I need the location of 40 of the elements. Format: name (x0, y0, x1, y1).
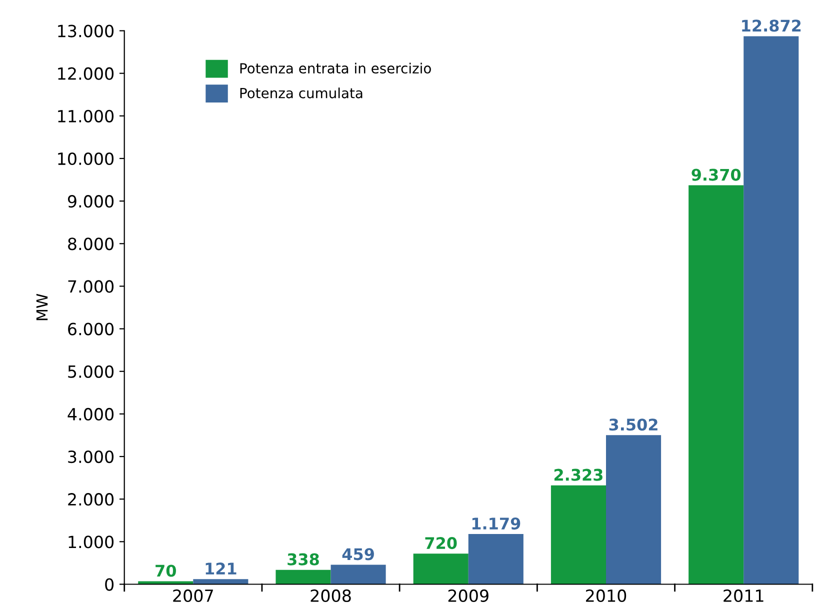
x-tick-label: 2007 (173, 589, 213, 602)
bar (688, 185, 744, 584)
data-label: 3.502 (609, 418, 658, 431)
data-label: 338 (288, 553, 319, 566)
bar (413, 554, 468, 584)
data-label: 121 (206, 562, 236, 574)
bar (468, 534, 524, 584)
x-tick-label: 2010 (586, 589, 626, 602)
x-tick-label: 2008 (310, 589, 351, 602)
bar (606, 435, 662, 584)
y-tick-label: 13.000 (58, 24, 114, 38)
y-tick-label: 2.000 (68, 493, 114, 506)
y-tick-label: 7.000 (68, 280, 114, 293)
bar (276, 570, 331, 584)
y-tick-label: 8.000 (68, 238, 114, 250)
legend-label: Potenza cumulata (240, 88, 362, 98)
data-label: 12.872 (742, 20, 801, 32)
y-tick-label: 3.000 (68, 450, 114, 464)
bar (330, 564, 386, 584)
bar (550, 485, 606, 584)
y-tick-label: 12.000 (58, 67, 114, 80)
y-tick-label: 6.000 (68, 322, 114, 336)
y-tick-label: 1.000 (68, 536, 114, 548)
x-tick-label: 2009 (448, 589, 488, 602)
y-tick-label: 0 (105, 578, 114, 591)
data-label: 1.179 (472, 518, 520, 530)
data-label: 70 (156, 564, 176, 577)
data-label: 2.323 (554, 468, 602, 481)
y-tick-label: 4.000 (68, 408, 114, 421)
y-tick-label: 9.000 (68, 195, 114, 208)
y-tick-label: 11.000 (58, 110, 114, 122)
data-label: 9.370 (692, 168, 741, 181)
y-tick-label: 10.000 (58, 152, 114, 166)
bar (744, 36, 799, 584)
y-tick-label: 5.000 (68, 365, 114, 378)
legend-label: Potenza entrata in esercizio (240, 62, 431, 74)
x-tick-label: 2011 (724, 589, 764, 602)
data-label: 720 (425, 537, 457, 550)
data-label: 459 (342, 548, 374, 560)
y-axis-title: MW (36, 294, 48, 320)
